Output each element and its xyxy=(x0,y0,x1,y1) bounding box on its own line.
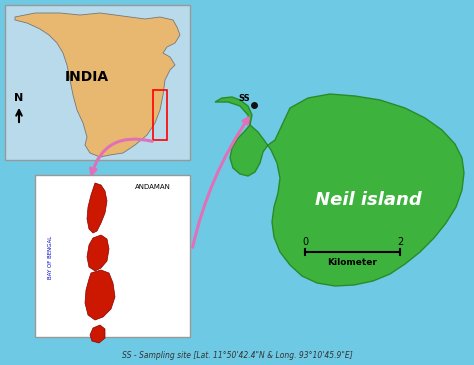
Polygon shape xyxy=(85,270,115,320)
Text: ANDAMAN: ANDAMAN xyxy=(135,184,171,190)
Polygon shape xyxy=(90,325,105,343)
Polygon shape xyxy=(15,13,180,157)
Polygon shape xyxy=(215,94,464,286)
Polygon shape xyxy=(87,235,109,271)
Text: Kilometer: Kilometer xyxy=(328,258,377,267)
Text: SS: SS xyxy=(238,94,250,103)
Text: 0: 0 xyxy=(302,237,308,247)
Bar xyxy=(153,90,167,140)
Text: Neil island: Neil island xyxy=(315,191,421,209)
Text: 2: 2 xyxy=(397,237,403,247)
Polygon shape xyxy=(87,183,107,233)
Bar xyxy=(5,5,190,160)
Text: N: N xyxy=(14,93,24,103)
Text: BAY OF BENGAL: BAY OF BENGAL xyxy=(47,235,53,278)
Bar xyxy=(35,175,190,337)
Text: INDIA: INDIA xyxy=(65,70,109,84)
Text: SS - Sampling site [Lat. 11°50'42.4"N & Long. 93°10'45.9"E]: SS - Sampling site [Lat. 11°50'42.4"N & … xyxy=(122,351,352,360)
